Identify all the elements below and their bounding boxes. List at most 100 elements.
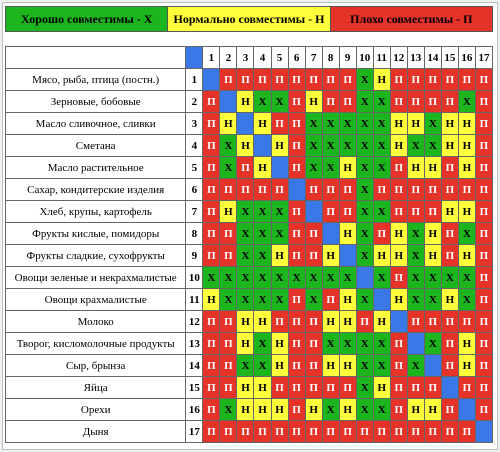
row-number: 4 xyxy=(185,134,204,157)
row-number: 5 xyxy=(185,156,204,179)
compat-cell: Н xyxy=(338,354,357,377)
compat-cell: Х xyxy=(372,112,391,135)
row-label: Творог, кисломолочные продукты xyxy=(4,332,187,355)
compat-cell: Х xyxy=(236,222,255,245)
compat-cell: П xyxy=(219,354,238,377)
compat-cell: Н xyxy=(253,156,272,179)
compat-cell: П xyxy=(440,178,459,201)
self-cell xyxy=(321,222,340,245)
compat-cell: П xyxy=(287,90,306,113)
compat-cell: П xyxy=(474,90,494,113)
compat-cell: Х xyxy=(423,288,442,311)
row-label: Яйца xyxy=(4,376,187,399)
compat-cell: Н xyxy=(372,310,391,333)
compat-cell: П xyxy=(474,244,494,267)
compat-cell: П xyxy=(440,244,459,267)
compat-cell: Н xyxy=(440,134,459,157)
compat-cell: П xyxy=(202,134,221,157)
header-self-marker xyxy=(185,46,204,69)
compat-cell: П xyxy=(389,156,408,179)
compat-cell: П xyxy=(202,156,221,179)
compat-cell: Н xyxy=(372,68,391,91)
compat-cell: П xyxy=(457,68,476,91)
compat-cell: П xyxy=(406,376,425,399)
compat-cell: Х xyxy=(338,332,357,355)
compat-cell: Н xyxy=(236,398,255,421)
compat-cell: Х xyxy=(287,266,306,289)
compat-cell: Н xyxy=(202,288,221,311)
compat-cell: Х xyxy=(355,200,374,223)
compat-cell: Х xyxy=(321,266,340,289)
compat-cell: Х xyxy=(406,244,425,267)
compat-cell: П xyxy=(474,112,494,135)
compat-cell: П xyxy=(236,156,255,179)
column-header-10: 10 xyxy=(355,46,374,69)
compat-cell: П xyxy=(321,376,340,399)
row-number: 3 xyxy=(185,112,204,135)
compat-cell: П xyxy=(304,178,323,201)
compat-cell: Х xyxy=(355,354,374,377)
compat-cell: Н xyxy=(457,332,476,355)
self-cell xyxy=(338,244,357,267)
compat-cell: П xyxy=(423,200,442,223)
compat-cell: П xyxy=(304,420,323,443)
compat-cell: П xyxy=(474,156,494,179)
compat-cell: Н xyxy=(457,156,476,179)
compat-cell: Н xyxy=(440,200,459,223)
compat-cell: Х xyxy=(372,200,391,223)
compat-cell: П xyxy=(253,68,272,91)
compat-cell: Н xyxy=(270,244,289,267)
compat-cell: П xyxy=(338,376,357,399)
compat-cell: П xyxy=(372,178,391,201)
compat-cell: Н xyxy=(372,244,391,267)
compat-cell: Н xyxy=(338,310,357,333)
row-number: 11 xyxy=(185,288,204,311)
compat-cell: П xyxy=(219,68,238,91)
compat-cell: П xyxy=(440,310,459,333)
compat-cell: Н xyxy=(440,112,459,135)
compat-cell: П xyxy=(219,222,238,245)
compat-cell: Н xyxy=(304,90,323,113)
compat-cell: Х xyxy=(304,134,323,157)
compat-cell: Х xyxy=(270,200,289,223)
compat-cell: П xyxy=(423,376,442,399)
compat-cell: Н xyxy=(270,398,289,421)
self-cell xyxy=(389,310,408,333)
self-cell xyxy=(372,288,391,311)
compat-cell: Х xyxy=(372,134,391,157)
compat-cell: П xyxy=(287,112,306,135)
table-row: Хлеб, крупы, картофель 7 П Н Х Х Х П П П Х Х П П П Н Н П xyxy=(4,200,494,223)
compat-cell: П xyxy=(202,244,221,267)
compat-cell: П xyxy=(304,244,323,267)
compat-cell: П xyxy=(406,310,425,333)
compat-cell: П xyxy=(338,420,357,443)
column-header-14: 14 xyxy=(423,46,442,69)
compat-cell: П xyxy=(355,310,374,333)
compat-cell: П xyxy=(457,310,476,333)
self-cell xyxy=(287,178,306,201)
compat-cell: П xyxy=(287,200,306,223)
compat-cell: Н xyxy=(236,376,255,399)
compat-cell: П xyxy=(423,420,442,443)
compat-cell: П xyxy=(287,420,306,443)
compat-cell: П xyxy=(457,420,476,443)
compat-cell: П xyxy=(474,310,494,333)
table-row: Фрукты кислые, помидоры 8 П П Х Х Х П П Н Х П Н Х Н П Х П xyxy=(4,222,494,245)
row-label: Дыня xyxy=(4,420,187,443)
compat-cell: П xyxy=(423,90,442,113)
compat-cell: П xyxy=(321,68,340,91)
compat-cell: П xyxy=(202,200,221,223)
compat-cell: П xyxy=(474,354,494,377)
compat-cell: П xyxy=(389,354,408,377)
compat-cell: П xyxy=(287,354,306,377)
row-label: Молоко xyxy=(4,310,187,333)
row-number: 1 xyxy=(185,68,204,91)
compat-cell: П xyxy=(389,332,408,355)
row-number: 10 xyxy=(185,266,204,289)
compat-cell: П xyxy=(219,332,238,355)
row-label: Орехи xyxy=(4,398,187,421)
compat-cell: Х xyxy=(253,90,272,113)
compat-cell: П xyxy=(423,310,442,333)
table-row: Овощи крахмалистые 11 Н Х Х Х Х П Х П Н Х Н Х Х Н Х П xyxy=(4,288,494,311)
compat-cell: П xyxy=(219,310,238,333)
